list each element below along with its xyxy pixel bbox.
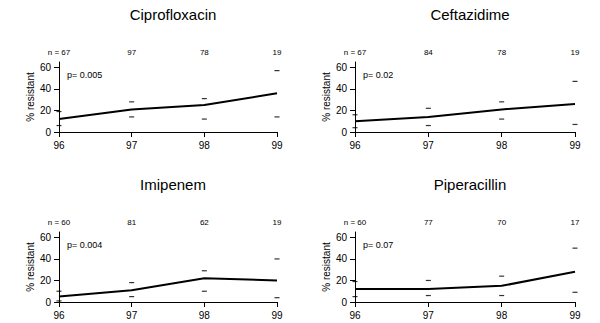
- svg-text:70: 70: [497, 218, 506, 227]
- svg-text:p= 0.005: p= 0.005: [67, 70, 102, 80]
- svg-text:n = 60: n = 60: [344, 218, 367, 227]
- svg-text:96: 96: [349, 140, 361, 151]
- svg-text:n = 60: n = 60: [48, 218, 71, 227]
- svg-text:Ciprofloxacin: Ciprofloxacin: [130, 6, 217, 23]
- svg-text:% resistant: % resistant: [321, 72, 332, 122]
- svg-text:0: 0: [45, 297, 51, 308]
- svg-text:77: 77: [424, 218, 433, 227]
- svg-text:Piperacillin: Piperacillin: [434, 176, 507, 193]
- svg-text:96: 96: [53, 310, 65, 321]
- svg-text:0: 0: [341, 297, 347, 308]
- svg-text:96: 96: [349, 310, 361, 321]
- svg-text:p= 0.02: p= 0.02: [363, 70, 393, 80]
- svg-text:99: 99: [271, 140, 283, 151]
- svg-text:99: 99: [271, 310, 283, 321]
- svg-text:78: 78: [200, 48, 209, 57]
- svg-text:98: 98: [199, 310, 211, 321]
- svg-text:Ceftazidime: Ceftazidime: [430, 6, 509, 23]
- svg-text:19: 19: [273, 218, 282, 227]
- svg-text:97: 97: [126, 140, 138, 151]
- svg-text:19: 19: [273, 48, 282, 57]
- svg-text:40: 40: [336, 253, 348, 264]
- svg-text:Imipenem: Imipenem: [140, 176, 206, 193]
- svg-text:98: 98: [496, 310, 508, 321]
- svg-text:p= 0.07: p= 0.07: [363, 240, 393, 250]
- svg-text:19: 19: [571, 48, 580, 57]
- svg-text:40: 40: [40, 83, 52, 94]
- svg-text:60: 60: [40, 232, 52, 243]
- svg-text:60: 60: [336, 232, 348, 243]
- svg-text:81: 81: [127, 218, 136, 227]
- svg-text:97: 97: [127, 48, 136, 57]
- svg-text:0: 0: [341, 127, 347, 138]
- svg-text:% resistant: % resistant: [25, 242, 36, 292]
- svg-text:% resistant: % resistant: [25, 72, 36, 122]
- svg-text:98: 98: [199, 140, 211, 151]
- svg-text:60: 60: [336, 62, 348, 73]
- svg-text:97: 97: [423, 310, 435, 321]
- svg-text:97: 97: [126, 310, 138, 321]
- svg-text:78: 78: [497, 48, 506, 57]
- svg-text:84: 84: [424, 48, 433, 57]
- svg-text:% resistant: % resistant: [321, 242, 332, 292]
- svg-text:60: 60: [40, 62, 52, 73]
- svg-text:99: 99: [569, 140, 581, 151]
- svg-text:40: 40: [40, 253, 52, 264]
- svg-text:0: 0: [45, 127, 51, 138]
- svg-text:62: 62: [200, 218, 209, 227]
- svg-text:99: 99: [569, 310, 581, 321]
- svg-text:17: 17: [571, 218, 580, 227]
- svg-text:20: 20: [40, 105, 52, 116]
- svg-text:20: 20: [40, 275, 52, 286]
- svg-text:n = 67: n = 67: [344, 48, 367, 57]
- svg-text:n = 67: n = 67: [48, 48, 71, 57]
- svg-text:p= 0.004: p= 0.004: [67, 240, 102, 250]
- svg-text:98: 98: [496, 140, 508, 151]
- svg-text:40: 40: [336, 83, 348, 94]
- svg-text:97: 97: [423, 140, 435, 151]
- svg-text:20: 20: [336, 105, 348, 116]
- svg-text:96: 96: [53, 140, 65, 151]
- svg-text:20: 20: [336, 275, 348, 286]
